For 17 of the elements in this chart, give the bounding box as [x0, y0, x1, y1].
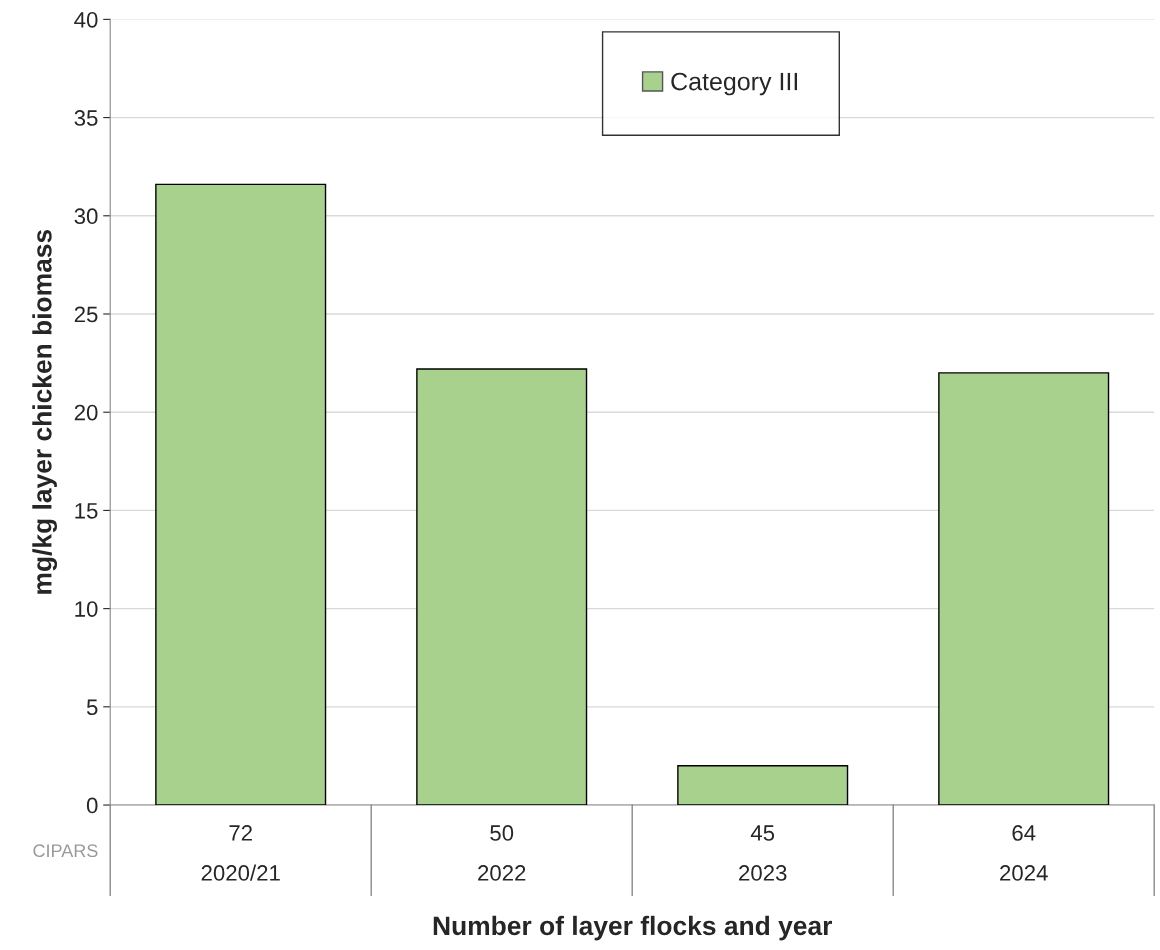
y-tick-label: 40 — [74, 11, 98, 28]
x-tick-label: 64 2024 — [1000, 825, 1048, 881]
y-tick-label: 10 — [75, 601, 98, 617]
text: CIPARS — [33, 844, 98, 858]
y-tick-label: 35 — [74, 110, 98, 126]
y-tick-label: 5 — [86, 699, 98, 716]
y-tick-label: 0 — [86, 797, 98, 814]
y-tick-label: 20 — [74, 404, 98, 421]
y-tick-label: 30 — [74, 208, 98, 225]
x-tick-label: 45 2023 — [739, 825, 787, 881]
y-axis-title: mg/kg layer chicken biomass — [32, 229, 58, 594]
x-tick-label: 72 2020/21 — [201, 825, 280, 881]
y-tick-label: 25 — [74, 306, 98, 323]
x-tick-label: 50 2022 — [478, 825, 526, 881]
legend-label: Category III — [671, 72, 797, 96]
y-tick-label: 15 — [75, 503, 98, 519]
x-axis-title: Number of layer flocks and year — [433, 915, 833, 941]
